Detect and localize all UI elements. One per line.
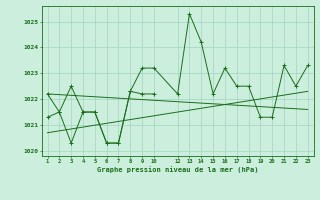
X-axis label: Graphe pression niveau de la mer (hPa): Graphe pression niveau de la mer (hPa) — [97, 166, 258, 173]
